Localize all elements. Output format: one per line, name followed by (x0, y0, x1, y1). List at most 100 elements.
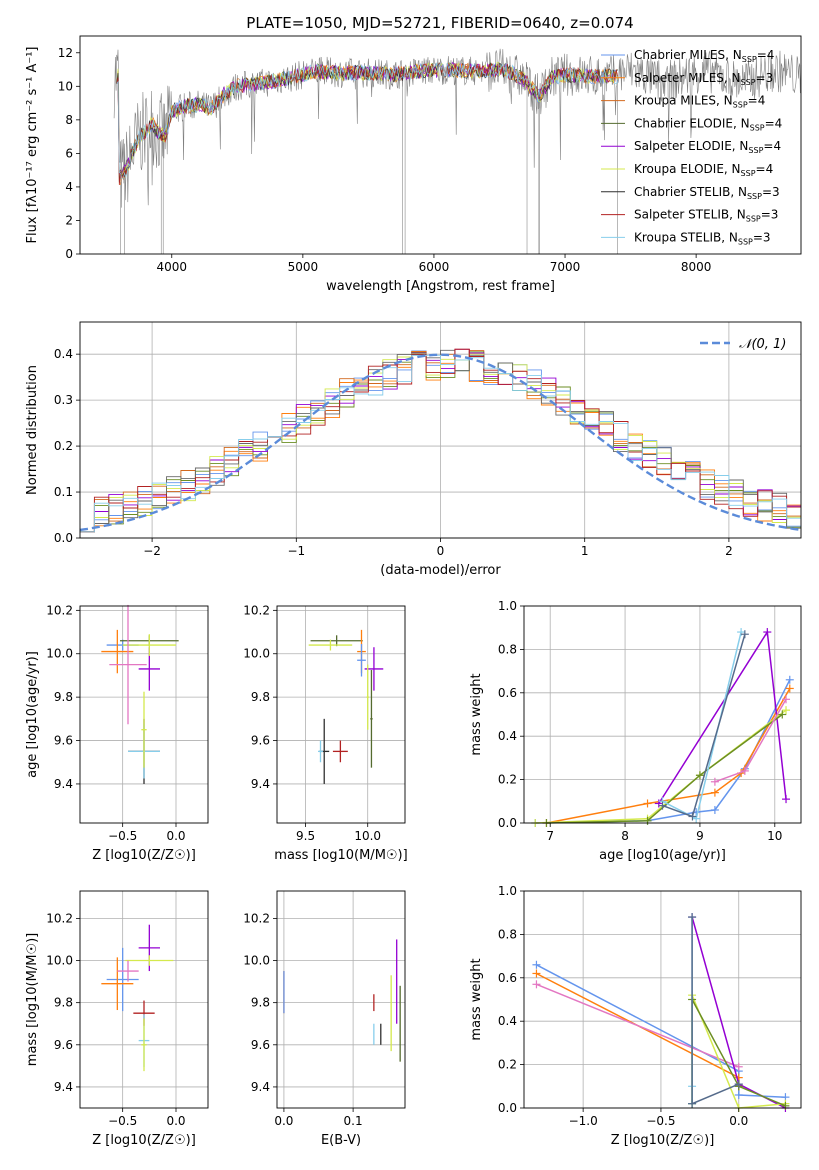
x-tick-label: 5000 (288, 260, 319, 274)
plus-marker (695, 771, 704, 780)
legend-subscript: SSP (747, 192, 762, 201)
y-tick-label: 9.6 (251, 1038, 270, 1052)
normal-reference-curve (79, 353, 802, 532)
x-axis-label: Z [log10(Z/Z☉)] (92, 1133, 196, 1148)
legend-suffix: =3 (756, 71, 774, 85)
plot-area (532, 913, 790, 1112)
weight-series-line (536, 983, 740, 1068)
y-tick-label: 9.8 (251, 996, 270, 1010)
legend-suffix: =4 (763, 139, 781, 153)
legend-entry: Salpeter ELODIE, NSSP=4 (634, 139, 781, 155)
errorbar-point (141, 691, 147, 768)
y-tick-label: 0.2 (498, 1058, 517, 1072)
x-tick-label: 6000 (419, 260, 450, 274)
y-tick-label: 9.6 (251, 734, 270, 748)
plus-marker (710, 805, 719, 814)
y-axis-label: age [log10(age/yr)] (25, 651, 40, 778)
legend-entry: Chabrier STELIB, NSSP=3 (634, 185, 780, 201)
plus-marker (643, 799, 652, 808)
x-tick-label: 9 (696, 829, 704, 843)
y-tick-label: 9.4 (251, 1080, 270, 1094)
x-tick-label: 1 (581, 544, 589, 558)
plus-marker (532, 969, 541, 978)
plus-marker (778, 710, 787, 719)
legend: 𝒩(0, 1) (700, 337, 786, 352)
plot-area (101, 924, 174, 1072)
plus-marker (740, 630, 749, 639)
plus-marker (734, 1090, 743, 1099)
plot-area (531, 628, 794, 827)
y-tick-label: 8 (65, 113, 73, 127)
legend-entry: Kroupa MILES, NSSP=4 (634, 94, 765, 110)
y-tick-label: 0.6 (498, 686, 517, 700)
x-tick-label: −0.5 (108, 1114, 137, 1128)
legend-entry: Kroupa ELODIE, NSSP=4 (634, 162, 773, 178)
plot-area (101, 604, 179, 784)
plus-marker (782, 795, 791, 804)
plus-marker (737, 628, 746, 637)
errorbar-point (125, 955, 174, 966)
plus-marker (688, 1099, 697, 1108)
y-tick-label: 0.4 (498, 1014, 517, 1028)
legend-subscript: SSP (750, 123, 765, 132)
legend-entry: Chabrier ELODIE, NSSP=4 (634, 116, 782, 132)
y-tick-label: 4 (65, 180, 73, 194)
y-tick-label: 10.2 (46, 603, 73, 617)
y-tick-label: 0.6 (498, 971, 517, 985)
y-tick-label: 0.3 (54, 393, 73, 407)
legend-suffix: =3 (762, 185, 780, 199)
residual-histogram (79, 354, 801, 533)
plus-marker (781, 1101, 790, 1110)
plus-marker (782, 706, 791, 715)
y-tick-label: 10.2 (46, 911, 73, 925)
x-tick-label: 2 (725, 544, 733, 558)
residuals-panel: −2 −1 0 1 2 0.0 0.1 0.2 0.3 0.4 (data-model)/error… (25, 321, 802, 578)
plot-area (79, 348, 802, 533)
y-tick-label: 10.0 (46, 647, 73, 661)
legend: Chabrier MILES, NSSP=4 Salpeter MILES, NS… (601, 48, 782, 246)
model-fit-line (116, 62, 618, 183)
plus-marker (710, 788, 719, 797)
y-tick-label: 9.4 (251, 777, 270, 791)
axes-frame (276, 605, 406, 824)
errorbar-point (370, 670, 373, 768)
y-tick-label: 2 (65, 213, 73, 227)
plus-marker (688, 913, 697, 922)
x-tick-label: 0.0 (166, 829, 185, 843)
x-tick-label: 0.0 (166, 1114, 185, 1128)
y-tick-label: 0.2 (498, 773, 517, 787)
x-tick-label: 8 (621, 829, 629, 843)
y-tick-label: 9.4 (54, 1080, 73, 1094)
y-tick-label: 10.0 (243, 647, 270, 661)
x-tick-label: 10 (767, 829, 782, 843)
errorbar-point (318, 740, 323, 763)
y-tick-label: 10.0 (46, 954, 73, 968)
residual-histogram (79, 348, 801, 533)
age-vs-metallicity-panel: −0.5 0.0 9.4 9.6 9.8 10.0 10.2 Z [log10(Z/Z☉)] a… (25, 603, 209, 863)
legend-subscript: SSP (741, 169, 756, 178)
legend-entry: Chabrier MILES, NSSP=4 (634, 48, 774, 64)
y-tick-label: 0.0 (498, 816, 517, 830)
age-vs-mass-panel: 9.5 10.0 9.4 9.6 9.8 10.0 10.2 mass [log10(M/M☉… (243, 603, 407, 863)
y-tick-label: 0.0 (498, 1101, 517, 1115)
mass-vs-metallicity-panel: −0.5 0.0 9.4 9.6 9.8 10.0 10.2 Z [log10(Z/Z☉)] m… (25, 890, 209, 1148)
legend-suffix: =4 (748, 94, 766, 108)
y-tick-label: 0.2 (54, 439, 73, 453)
legend-subscript: SSP (742, 55, 757, 64)
axes-frame (79, 35, 802, 255)
plus-marker (658, 801, 667, 810)
spectrum-panel: 4000 5000 6000 7000 8000 0 2 4 6 8 10 12 wavelength … (25, 35, 802, 294)
plus-marker (692, 814, 701, 823)
model-fit-line (116, 61, 618, 178)
y-tick-label: 9.8 (54, 996, 73, 1010)
errorbar-point (141, 1018, 147, 1072)
x-tick-label: −0.5 (108, 829, 137, 843)
plus-marker (688, 812, 697, 821)
y-tick-label: 0.8 (498, 927, 517, 941)
legend-subscript: SSP (738, 237, 753, 246)
weight-series-line (714, 698, 787, 783)
plus-marker (782, 695, 791, 704)
errorbar-point (308, 639, 353, 651)
legend-suffix: =3 (761, 208, 779, 222)
x-tick-label: 7 (546, 829, 554, 843)
